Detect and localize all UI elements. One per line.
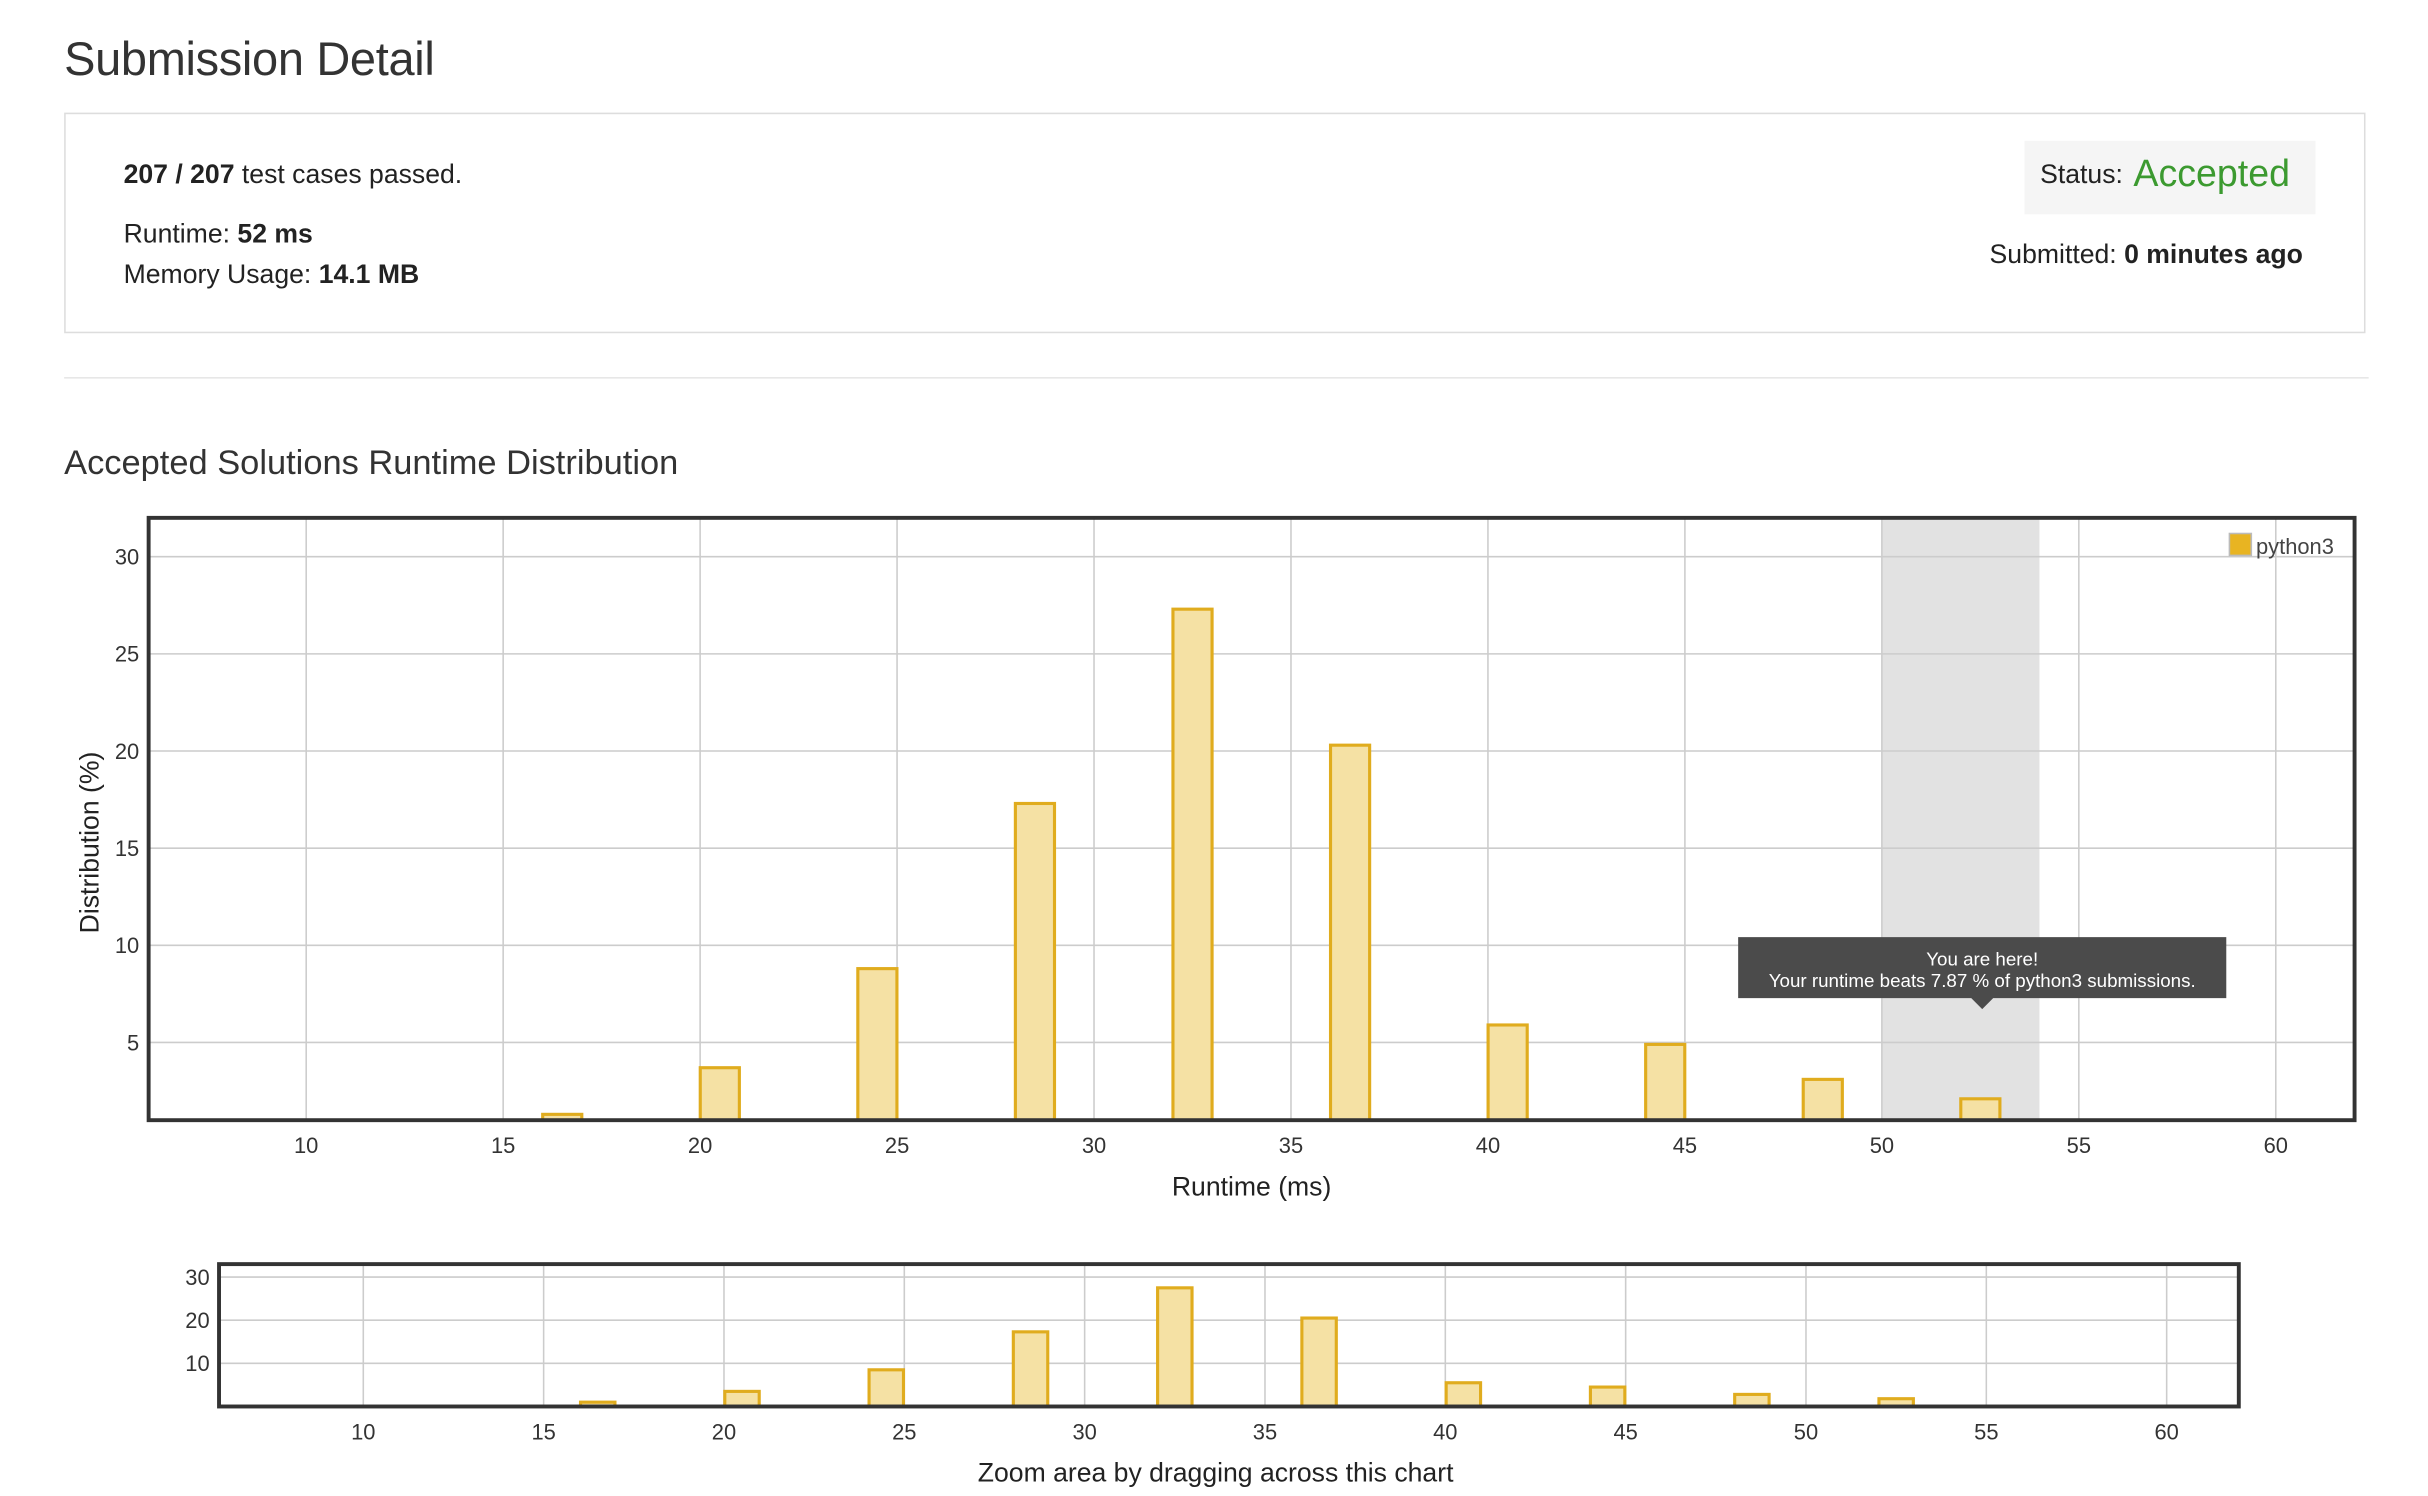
navigator-zoom-hint: Zoom area by dragging across this chart xyxy=(978,1458,1454,1488)
legend-swatch-python3[interactable] xyxy=(2228,532,2253,557)
x-tick-label: 60 xyxy=(2264,1133,2288,1158)
runtime-value: 52 ms xyxy=(237,219,313,249)
main-chart-y-ticks: 5 10 15 20 25 30 xyxy=(115,545,139,1056)
y-tick-label: 10 xyxy=(115,933,139,958)
histogram-bar xyxy=(1644,1042,1687,1122)
main-chart-bars xyxy=(541,607,2002,1122)
runtime-tooltip: You are here! Your runtime beats 7.87 % … xyxy=(1738,937,2227,1010)
legend-label-python3[interactable]: python3 xyxy=(2256,534,2334,559)
nav-x-tick-label: 40 xyxy=(1433,1419,1457,1444)
y-tick-label: 15 xyxy=(115,836,139,861)
main-chart-x-label: Runtime (ms) xyxy=(1172,1171,1331,1201)
nav-x-tick-label: 10 xyxy=(351,1419,375,1444)
x-tick-label: 25 xyxy=(885,1133,909,1158)
nav-x-tick-label: 15 xyxy=(531,1419,555,1444)
navigator-y-ticks: 10 20 30 xyxy=(185,1265,209,1376)
chart-legend[interactable]: python3 xyxy=(2228,532,2334,559)
tooltip-title: You are here! xyxy=(1926,948,2038,969)
x-tick-label: 10 xyxy=(294,1133,318,1158)
y-tick-label: 30 xyxy=(115,545,139,570)
nav-x-tick-label: 55 xyxy=(1974,1419,1998,1444)
navigator-chart[interactable]: 10 15 20 25 30 35 40 45 50 55 60 10 20 30 Zoom area … xyxy=(185,1262,2241,1488)
main-chart[interactable]: 10 15 20 25 30 35 40 45 50 55 60 5 10 15 20 25 30 Runti… xyxy=(75,515,2357,1201)
nav-x-tick-label: 20 xyxy=(712,1419,736,1444)
y-tick-label: 5 xyxy=(127,1030,139,1055)
runtime-line: Runtime: 52 ms xyxy=(124,219,313,250)
main-chart-grid xyxy=(148,517,2355,1121)
navigator-x-ticks: 10 15 20 25 30 35 40 45 50 55 60 xyxy=(351,1419,2179,1444)
nav-x-tick-label: 45 xyxy=(1613,1419,1637,1444)
status-value[interactable]: Accepted xyxy=(2133,153,2290,196)
x-tick-label: 15 xyxy=(491,1133,515,1158)
nav-histogram-bar xyxy=(723,1389,761,1409)
histogram-bar xyxy=(1328,743,1372,1122)
x-tick-label: 40 xyxy=(1476,1133,1500,1158)
nav-y-tick-label: 10 xyxy=(185,1351,209,1376)
tooltip-message: Your runtime beats 7.87 % of python3 sub… xyxy=(1769,970,2196,991)
divider xyxy=(64,377,2369,379)
y-tick-label: 25 xyxy=(115,642,139,667)
nav-histogram-bar xyxy=(1444,1381,1483,1409)
histogram-bar xyxy=(1171,607,1214,1122)
x-tick-label: 20 xyxy=(688,1133,712,1158)
memory-line: Memory Usage: 14.1 MB xyxy=(124,260,420,291)
histogram-bar xyxy=(1013,801,1057,1122)
main-chart-x-ticks: 10 15 20 25 30 35 40 45 50 55 60 xyxy=(294,1133,2288,1158)
histogram-bar xyxy=(1486,1023,1529,1122)
nav-histogram-bar xyxy=(1011,1330,1050,1409)
nav-y-tick-label: 20 xyxy=(185,1308,209,1333)
y-tick-label: 20 xyxy=(115,739,139,764)
x-tick-label: 45 xyxy=(1673,1133,1697,1158)
main-chart-y-label: Distribution (%) xyxy=(75,752,105,934)
nav-histogram-bar xyxy=(1156,1286,1194,1409)
nav-histogram-bar xyxy=(1300,1316,1338,1409)
nav-x-tick-label: 35 xyxy=(1253,1419,1277,1444)
nav-x-tick-label: 25 xyxy=(892,1419,916,1444)
test-cases-line: 207 / 207 test cases passed. xyxy=(124,160,463,191)
x-tick-label: 50 xyxy=(1870,1133,1894,1158)
test-cases-count: 207 / 207 xyxy=(123,159,235,190)
submitted-value: 0 minutes ago xyxy=(2124,239,2303,270)
nav-x-tick-label: 60 xyxy=(2154,1419,2178,1444)
status-box: Status: Accepted xyxy=(2024,140,2316,215)
navigator-bars xyxy=(578,1286,1915,1409)
nav-histogram-bar xyxy=(867,1368,906,1409)
runtime-label: Runtime: xyxy=(123,219,238,249)
status-label: Status: xyxy=(2040,159,2131,190)
memory-label: Memory Usage: xyxy=(123,259,319,290)
memory-value: 14.1 MB xyxy=(318,259,420,290)
nav-x-tick-label: 30 xyxy=(1072,1419,1096,1444)
x-tick-label: 30 xyxy=(1082,1133,1106,1158)
nav-histogram-bar xyxy=(1588,1385,1627,1409)
histogram-bar xyxy=(1801,1077,1844,1122)
histogram-bar xyxy=(1959,1097,2002,1122)
nav-x-tick-label: 50 xyxy=(1794,1419,1818,1444)
navigator-frame xyxy=(217,1262,2241,1409)
nav-y-tick-label: 30 xyxy=(185,1265,209,1290)
page-title: Submission Detail xyxy=(64,34,435,87)
tooltip-background xyxy=(1738,937,2227,1010)
submitted-label: Submitted: xyxy=(1989,239,2125,270)
section-title: Accepted Solutions Runtime Distribution xyxy=(64,442,679,482)
submission-summary-panel: 207 / 207 test cases passed. Runtime: 52… xyxy=(64,112,2366,334)
test-cases-suffix: test cases passed. xyxy=(234,159,463,190)
submitted-line: Submitted: 0 minutes ago xyxy=(1990,239,2303,270)
navigator-grid xyxy=(219,1264,2239,1407)
x-tick-label: 35 xyxy=(1279,1133,1303,1158)
histogram-bar xyxy=(856,967,899,1122)
histogram-bar xyxy=(698,1066,741,1122)
current-runtime-highlight-band xyxy=(1881,517,2040,1121)
x-tick-label: 55 xyxy=(2067,1133,2091,1158)
main-chart-frame xyxy=(146,515,2357,1123)
